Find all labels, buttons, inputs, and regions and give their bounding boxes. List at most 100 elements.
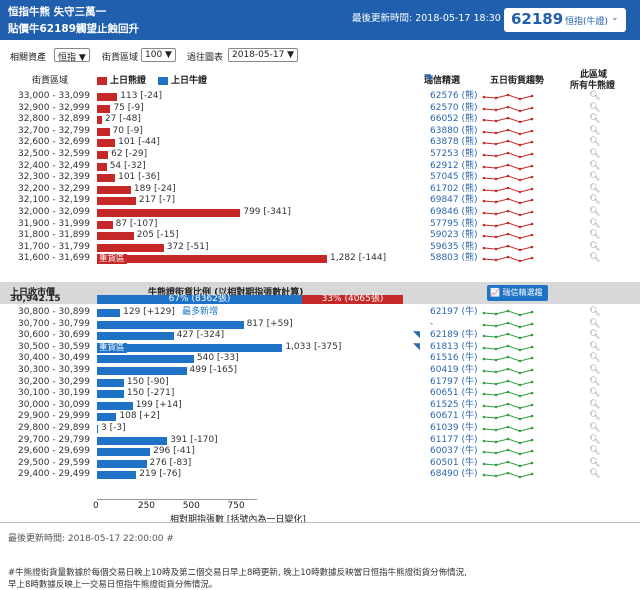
warrant-code[interactable]: 61702 (熊) bbox=[430, 183, 478, 194]
row-range: 29,600 - 29,699 bbox=[18, 446, 90, 457]
warrant-code[interactable]: 59023 (熊) bbox=[430, 230, 478, 241]
search-icon[interactable]: 🔍︎ bbox=[589, 399, 601, 410]
trend-sparkline bbox=[482, 472, 534, 479]
search-icon[interactable]: 🔍︎ bbox=[589, 125, 601, 136]
search-icon[interactable]: 🔍︎ bbox=[589, 434, 601, 445]
warrant-code[interactable]: 61039 (牛) bbox=[430, 422, 478, 433]
legend-bear: 上日熊證 bbox=[97, 73, 146, 86]
warrant-code[interactable]: 61797 (牛) bbox=[430, 376, 478, 387]
warrant-code[interactable]: 61516 (牛) bbox=[430, 353, 478, 364]
bar-value: 129 [+129] bbox=[123, 307, 175, 317]
search-icon[interactable]: 🔍︎ bbox=[589, 341, 601, 352]
search-icon[interactable]: 🔍︎ bbox=[589, 411, 601, 422]
row-range: 33,000 - 33,099 bbox=[18, 91, 90, 101]
search-icon[interactable]: 🔍︎ bbox=[589, 353, 601, 364]
warrant-code[interactable]: 68490 (牛) bbox=[430, 469, 478, 480]
warrant-code[interactable]: 62912 (熊) bbox=[430, 160, 478, 171]
code-label: 恒指(牛證) bbox=[565, 17, 609, 27]
search-icon[interactable]: 🔍︎ bbox=[589, 218, 601, 229]
warrant-code[interactable]: 62189 (牛) bbox=[430, 330, 478, 341]
search-icon[interactable]: 🔍︎ bbox=[589, 422, 601, 433]
code-number: 62189 bbox=[511, 10, 564, 28]
warrant-code[interactable]: 59635 (熊) bbox=[430, 241, 478, 252]
filter-bar: 相關資產 恒指 ▼ 街貨區域 100 ▼ 過往圖表 2018-05-17 ▼ bbox=[10, 48, 630, 64]
warrant-code[interactable]: 62570 (熊) bbox=[430, 102, 478, 113]
warrant-code[interactable]: 61525 (牛) bbox=[430, 399, 478, 410]
table-row: 32,900 - 32,999 75 [-9] 62570 (熊) 🔍︎ bbox=[0, 103, 640, 115]
search-icon[interactable]: 🔍︎ bbox=[589, 241, 601, 252]
warrant-code[interactable]: 69846 (熊) bbox=[430, 206, 478, 217]
warrant-code[interactable]: 61813 (牛) bbox=[430, 341, 478, 352]
warrant-code[interactable]: 61177 (牛) bbox=[430, 434, 478, 445]
search-icon[interactable]: 🔍︎ bbox=[589, 91, 601, 101]
bar-value: 296 [-41] bbox=[153, 446, 195, 457]
range-select[interactable]: 100 ▼ bbox=[141, 48, 176, 62]
search-icon[interactable]: 🔍︎ bbox=[589, 102, 601, 113]
table-row: 30,100 - 30,199 150 [-271] 60651 (牛) 🔍︎ bbox=[0, 388, 640, 400]
footer-note-1: #牛熊證街貨量數據於每個交易日晚上10時及第二個交易日早上8時更新, 晚上10時… bbox=[8, 568, 467, 578]
search-icon[interactable]: 🔍︎ bbox=[589, 148, 601, 159]
underlying-select[interactable]: 恒指 ▼ bbox=[54, 48, 90, 63]
search-icon[interactable]: 🔍︎ bbox=[589, 376, 601, 387]
search-icon[interactable]: 🔍︎ bbox=[589, 137, 601, 148]
warrant-code[interactable]: 60037 (牛) bbox=[430, 446, 478, 457]
warrant-code[interactable]: 60651 (牛) bbox=[430, 388, 478, 399]
warrant-code[interactable]: 69847 (熊) bbox=[430, 195, 478, 206]
warrant-code[interactable]: - bbox=[430, 318, 434, 329]
warrant-code[interactable]: 60419 (牛) bbox=[430, 364, 478, 375]
search-icon[interactable]: 🔍︎ bbox=[589, 172, 601, 183]
search-icon[interactable]: 🔍︎ bbox=[589, 388, 601, 399]
history-select[interactable]: 2018-05-17 ▼ bbox=[228, 48, 299, 62]
row-range: 32,500 - 32,599 bbox=[18, 148, 90, 159]
warrant-code[interactable]: 57795 (熊) bbox=[430, 218, 478, 229]
row-range: 30,700 - 30,799 bbox=[18, 318, 90, 329]
warrant-code[interactable]: 66052 (熊) bbox=[430, 114, 478, 125]
history-label: 過往圖表 bbox=[187, 53, 224, 63]
warrant-code[interactable]: 62197 (牛) bbox=[430, 307, 478, 317]
warrant-code[interactable]: 60671 (牛) bbox=[430, 411, 478, 422]
search-icon[interactable]: 🔍︎ bbox=[589, 307, 601, 317]
search-icon[interactable]: 🔍︎ bbox=[589, 114, 601, 125]
headline-2[interactable]: 貼價牛62189觸望止蝕回升 bbox=[8, 23, 140, 35]
row-range: 30,500 - 30,599 bbox=[18, 341, 90, 352]
bear-ratio-bar: 33% (4065張) bbox=[302, 295, 403, 304]
code-selector[interactable]: 62189 恒指(牛證) ⌄ bbox=[504, 8, 626, 32]
search-icon[interactable]: 🔍︎ bbox=[589, 183, 601, 194]
table-row: 32,700 - 32,799 70 [-9] 63880 (熊) 🔍︎ bbox=[0, 126, 640, 138]
headline-1[interactable]: 恒指牛熊 失守三萬一 bbox=[8, 6, 107, 18]
row-range: 29,500 - 29,599 bbox=[18, 457, 90, 468]
bear-bar bbox=[97, 243, 164, 252]
warrant-code[interactable]: 63878 (熊) bbox=[430, 137, 478, 148]
search-icon[interactable]: 🔍︎ bbox=[589, 364, 601, 375]
bar-value: 1,282 [-144] bbox=[330, 253, 387, 264]
search-icon[interactable]: 🔍︎ bbox=[589, 318, 601, 329]
x-tick: 250 bbox=[137, 501, 156, 511]
picks-trend-button[interactable]: 📈 瑞信精選趨勢 bbox=[487, 285, 548, 313]
x-axis: 0 250 500 750 bbox=[93, 499, 257, 511]
search-icon[interactable]: 🔍︎ bbox=[589, 446, 601, 457]
search-icon[interactable]: 🔍︎ bbox=[589, 160, 601, 171]
row-range: 31,600 - 31,699 bbox=[18, 253, 90, 264]
bull-bar bbox=[97, 378, 124, 387]
row-range: 29,800 - 29,899 bbox=[18, 422, 90, 433]
table-row: 30,700 - 30,799 817 [+59] - 🔍︎ bbox=[0, 319, 640, 331]
table-row: 33,000 - 33,099 113 [-24] 62576 (熊) 🔍︎ bbox=[0, 91, 640, 103]
warrant-code[interactable]: 57045 (熊) bbox=[430, 172, 478, 183]
search-icon[interactable]: 🔍︎ bbox=[589, 469, 601, 480]
warrant-code[interactable]: 60501 (牛) bbox=[430, 457, 478, 468]
search-icon[interactable]: 🔍︎ bbox=[589, 195, 601, 206]
bar-value: 87 [-107] bbox=[115, 218, 158, 229]
bar-value: 217 [-7] bbox=[138, 195, 175, 206]
warrant-code[interactable]: 62576 (熊) bbox=[430, 91, 478, 101]
search-icon[interactable]: 🔍︎ bbox=[589, 253, 601, 264]
search-icon[interactable]: 🔍︎ bbox=[589, 206, 601, 217]
warrant-code[interactable]: 58803 (熊) bbox=[430, 253, 478, 264]
col-all2: 所有牛熊證 bbox=[570, 81, 616, 91]
warrant-code[interactable]: 57253 (熊) bbox=[430, 148, 478, 159]
search-icon[interactable]: 🔍︎ bbox=[589, 457, 601, 468]
search-icon[interactable]: 🔍︎ bbox=[589, 330, 601, 341]
bull-bar bbox=[97, 309, 121, 317]
search-icon[interactable]: 🔍︎ bbox=[589, 230, 601, 241]
warrant-code[interactable]: 63880 (熊) bbox=[430, 125, 478, 136]
underlying-label: 相關資產 bbox=[10, 53, 47, 63]
